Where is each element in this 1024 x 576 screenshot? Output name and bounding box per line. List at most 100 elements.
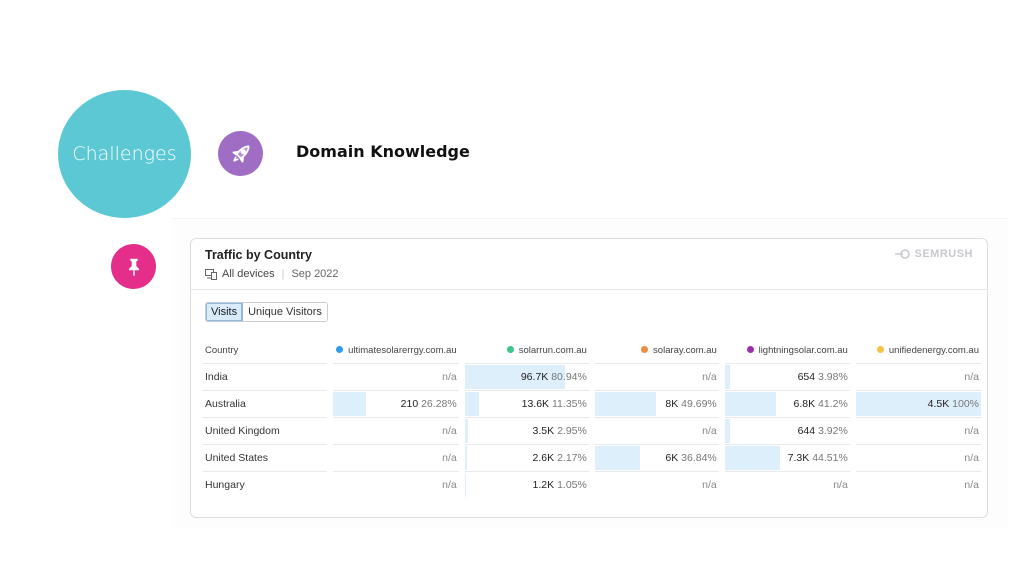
share-percent: 100% bbox=[952, 398, 979, 410]
share-bar bbox=[594, 392, 657, 416]
traffic-cell: 13.6K 11.35% bbox=[464, 390, 589, 417]
share-bar bbox=[724, 365, 730, 389]
cell-value: n/a bbox=[333, 364, 459, 390]
cell-value: 2.6K 2.17% bbox=[465, 445, 589, 471]
visits-value: 654 bbox=[797, 371, 816, 383]
country-cell: Australia bbox=[203, 390, 327, 417]
domain-name: lightningsolar.com.au bbox=[758, 344, 848, 356]
cell-value: 7.3K 44.51% bbox=[725, 445, 850, 471]
visits-value: 7.3K bbox=[787, 452, 810, 464]
traffic-cell: 210 26.28% bbox=[332, 390, 459, 417]
traffic-cell: n/a bbox=[724, 471, 850, 498]
cell-value: n/a bbox=[725, 472, 850, 498]
visits-value: 2.6K bbox=[532, 452, 555, 464]
share-bar bbox=[594, 446, 641, 470]
country-cell: India bbox=[203, 363, 327, 390]
traffic-cell: n/a bbox=[332, 471, 459, 498]
share-percent: 26.28% bbox=[421, 398, 457, 410]
legend-dot-icon bbox=[641, 346, 649, 353]
traffic-cell: n/a bbox=[594, 363, 719, 390]
challenges-label: Challenges bbox=[72, 143, 177, 165]
traffic-cell: n/a bbox=[332, 363, 459, 390]
domain-column-header[interactable]: lightningsolar.com.au bbox=[725, 337, 850, 363]
domain-name: solaray.com.au bbox=[653, 344, 717, 356]
domain-column-header[interactable]: solaray.com.au bbox=[595, 337, 719, 363]
share-bar bbox=[464, 446, 468, 470]
traffic-cell: 2.6K 2.17% bbox=[464, 444, 589, 471]
cell-value: n/a bbox=[595, 364, 719, 390]
share-bar bbox=[855, 392, 981, 416]
card-divider bbox=[191, 289, 987, 290]
traffic-cell: 1.2K 1.05% bbox=[464, 471, 589, 498]
share-bar bbox=[332, 392, 366, 416]
traffic-cell: n/a bbox=[594, 471, 719, 498]
traffic-cell: 654 3.98% bbox=[724, 363, 850, 390]
visits-value: 644 bbox=[797, 425, 816, 437]
unique-visitors-toggle[interactable]: Unique Visitors bbox=[243, 303, 327, 321]
traffic-cell: n/a bbox=[332, 444, 459, 471]
domain-column-header[interactable]: solarrun.com.au bbox=[465, 337, 589, 363]
metric-toggle: Visits Unique Visitors bbox=[205, 302, 328, 322]
pin-badge bbox=[111, 244, 156, 289]
legend-dot-icon bbox=[506, 346, 514, 353]
cell-value: n/a bbox=[856, 364, 981, 390]
na-value: n/a bbox=[442, 452, 457, 464]
share-percent: 1.05% bbox=[557, 479, 587, 491]
cell-value: n/a bbox=[595, 418, 719, 444]
table-row[interactable]: India n/a 96.7K 80.94% n/a 654 3.98% n/a bbox=[203, 363, 981, 390]
traffic-cell: n/a bbox=[855, 417, 981, 444]
share-bar bbox=[464, 473, 467, 497]
na-value: n/a bbox=[702, 425, 717, 437]
table-row[interactable]: Hungary n/a 1.2K 1.05% n/a n/a n/a bbox=[203, 471, 981, 498]
visits-value: 6K bbox=[665, 452, 679, 464]
domain-name: unifiedenergy.com.au bbox=[888, 344, 979, 356]
devices-icon[interactable] bbox=[205, 268, 217, 280]
visits-value: 6.8K bbox=[793, 398, 816, 410]
legend-dot-icon bbox=[746, 346, 754, 353]
card-subtitle: All devices | Sep 2022 bbox=[205, 268, 339, 280]
share-percent: 3.92% bbox=[818, 425, 848, 437]
na-value: n/a bbox=[442, 371, 457, 383]
share-bar bbox=[724, 446, 781, 470]
cell-value: 3.5K 2.95% bbox=[465, 418, 589, 444]
challenges-circle: Challenges bbox=[58, 90, 191, 218]
share-percent: 2.95% bbox=[557, 425, 587, 437]
rocket-icon bbox=[231, 144, 250, 163]
country-cell: United States bbox=[203, 444, 327, 471]
traffic-cell: n/a bbox=[855, 444, 981, 471]
domain-column-header[interactable]: unifiedenergy.com.au bbox=[856, 337, 981, 363]
country-cell: Hungary bbox=[203, 471, 327, 498]
cell-value: 4.5K 100% bbox=[856, 391, 981, 417]
share-percent: 36.84% bbox=[681, 452, 717, 464]
visits-toggle[interactable]: Visits bbox=[206, 303, 244, 321]
cell-value: 6.8K 41.2% bbox=[725, 391, 850, 417]
brand-logo: SEMRUSH bbox=[894, 248, 973, 260]
cell-value: 96.7K 80.94% bbox=[465, 364, 589, 390]
share-bar bbox=[464, 419, 469, 443]
cell-value: n/a bbox=[595, 472, 719, 498]
cell-value: n/a bbox=[333, 472, 459, 498]
share-percent: 3.98% bbox=[818, 371, 848, 383]
table-row[interactable]: United States n/a 2.6K 2.17% 6K 36.84% 7.3K … bbox=[203, 444, 981, 471]
na-value: n/a bbox=[442, 425, 457, 437]
date-filter[interactable]: Sep 2022 bbox=[291, 268, 339, 280]
cell-value: 6K 36.84% bbox=[595, 445, 719, 471]
table-row[interactable]: Australia 210 26.28% 13.6K 11.35% 8K 49.69%… bbox=[203, 390, 981, 417]
na-value: n/a bbox=[442, 479, 457, 491]
legend-dot-icon bbox=[336, 346, 344, 353]
traffic-cell: n/a bbox=[332, 417, 459, 444]
na-value: n/a bbox=[702, 479, 717, 491]
cell-value: 1.2K 1.05% bbox=[465, 472, 589, 498]
traffic-cell: 96.7K 80.94% bbox=[464, 363, 589, 390]
table-row[interactable]: United Kingdom n/a 3.5K 2.95% n/a 644 3.92% n… bbox=[203, 417, 981, 444]
visits-value: 1.2K bbox=[532, 479, 555, 491]
domain-column-header[interactable]: ultimatesolarerrgy.com.au bbox=[333, 337, 459, 363]
share-bar bbox=[724, 419, 730, 443]
cell-value: n/a bbox=[856, 472, 981, 498]
na-value: n/a bbox=[964, 452, 979, 464]
domain-name: ultimatesolarerrgy.com.au bbox=[348, 344, 457, 356]
devices-filter[interactable]: All devices bbox=[222, 268, 275, 280]
traffic-table: Country ultimatesolarerrgy.com.au solarru… bbox=[197, 337, 987, 498]
share-bar bbox=[464, 365, 566, 389]
country-column-header[interactable]: Country bbox=[205, 344, 239, 356]
